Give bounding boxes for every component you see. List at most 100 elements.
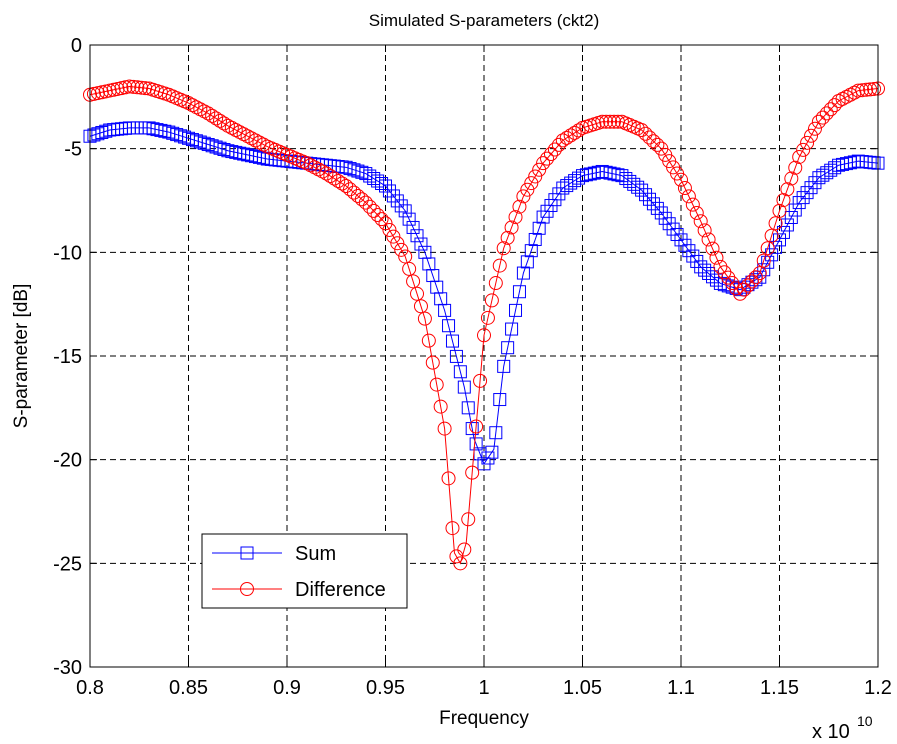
data-point-difference	[512, 199, 527, 214]
data-point-difference	[244, 131, 259, 146]
data-point-difference	[768, 216, 783, 231]
x-axis-label: Frequency	[439, 708, 529, 729]
data-point-difference	[532, 162, 547, 177]
data-point-difference	[815, 110, 830, 125]
data-point-difference	[677, 181, 692, 196]
data-point-difference	[737, 282, 752, 297]
data-point-sum	[414, 237, 428, 251]
data-point-difference	[449, 549, 464, 564]
y-tick-label: -20	[53, 450, 82, 472]
data-point-difference	[319, 166, 334, 181]
data-point-sum	[670, 228, 684, 241]
data-point-sum	[386, 189, 400, 203]
data-point-difference	[528, 169, 543, 184]
data-point-sum	[808, 176, 822, 190]
data-point-difference	[638, 126, 653, 141]
data-point-difference	[831, 93, 846, 108]
data-point-difference	[252, 135, 267, 150]
data-point-difference	[126, 79, 141, 94]
data-point-sum	[367, 172, 381, 186]
data-point-difference	[185, 98, 200, 113]
legend-difference-label: Difference	[295, 579, 386, 601]
data-point-sum	[611, 168, 625, 182]
data-point-difference	[555, 133, 570, 148]
data-point-difference	[811, 114, 826, 129]
data-point-difference	[189, 100, 204, 115]
data-point-difference	[701, 232, 716, 247]
data-point-difference	[382, 222, 397, 237]
data-point-sum	[804, 181, 818, 195]
data-point-difference	[823, 102, 838, 117]
data-point-sum	[516, 266, 530, 280]
data-point-sum	[706, 270, 720, 284]
data-point-sum	[512, 285, 526, 299]
data-point-difference	[315, 164, 330, 179]
y-axis-label: S-parameter [dB]	[11, 284, 32, 429]
data-point-difference	[867, 81, 882, 96]
data-point-difference	[122, 79, 137, 94]
data-point-difference	[299, 156, 314, 171]
data-point-difference	[461, 512, 476, 527]
data-point-difference	[646, 134, 661, 149]
data-point-difference	[800, 135, 815, 150]
data-point-sum	[382, 184, 396, 198]
x-tick-label: 0.8	[76, 677, 104, 699]
data-point-difference	[248, 133, 263, 148]
data-point-sum	[564, 176, 578, 190]
data-point-difference	[228, 123, 243, 138]
data-point-difference	[674, 172, 688, 187]
data-point-difference	[551, 137, 566, 152]
data-point-sum	[375, 177, 389, 190]
data-point-sum	[631, 180, 645, 194]
data-point-sum	[371, 174, 385, 188]
data-point-difference	[205, 108, 220, 123]
data-point-difference	[354, 192, 369, 207]
data-point-difference	[843, 87, 858, 102]
data-point-difference	[784, 171, 799, 186]
legend-sum-label: Sum	[295, 543, 336, 565]
data-point-difference	[733, 286, 748, 301]
data-point-sum	[694, 260, 708, 274]
data-point-difference	[413, 299, 428, 314]
data-point-sum	[820, 166, 834, 180]
data-point-sum	[761, 255, 775, 269]
data-point-difference	[374, 212, 389, 227]
legend: Sum Difference	[201, 533, 408, 609]
data-point-difference	[796, 142, 811, 157]
y-tick-label: -5	[64, 139, 82, 161]
x-axis-multiplier: x 10	[812, 721, 850, 743]
legend-sum-marker	[240, 546, 254, 560]
data-point-difference	[473, 373, 488, 388]
data-point-difference	[402, 261, 417, 276]
data-point-difference	[559, 130, 574, 145]
data-point-difference	[362, 199, 377, 214]
data-point-difference	[772, 203, 787, 218]
data-point-difference	[697, 223, 712, 238]
data-point-difference	[713, 259, 728, 274]
data-point-difference	[480, 310, 495, 325]
x-tick-label: 1.05	[563, 677, 602, 699]
data-point-difference	[193, 102, 208, 117]
data-point-sum	[532, 221, 546, 235]
data-point-difference	[216, 116, 231, 131]
data-point-difference	[181, 96, 196, 111]
data-point-difference	[224, 120, 239, 135]
data-point-sum	[792, 196, 806, 210]
data-point-difference	[417, 311, 432, 326]
data-point-difference	[220, 118, 235, 133]
data-point-sum	[658, 211, 672, 225]
data-point-difference	[406, 274, 421, 289]
legend-box	[201, 533, 408, 609]
data-point-difference	[752, 266, 767, 281]
data-point-sum	[788, 203, 802, 217]
data-point-difference	[256, 137, 271, 152]
data-point-difference	[571, 123, 586, 138]
data-point-sum	[528, 232, 542, 246]
y-tick-label: 0	[71, 35, 82, 57]
data-point-difference	[457, 542, 472, 557]
data-point-sum	[757, 263, 771, 277]
data-point-difference	[366, 203, 381, 218]
data-point-difference	[386, 229, 401, 244]
data-point-difference	[567, 125, 582, 140]
